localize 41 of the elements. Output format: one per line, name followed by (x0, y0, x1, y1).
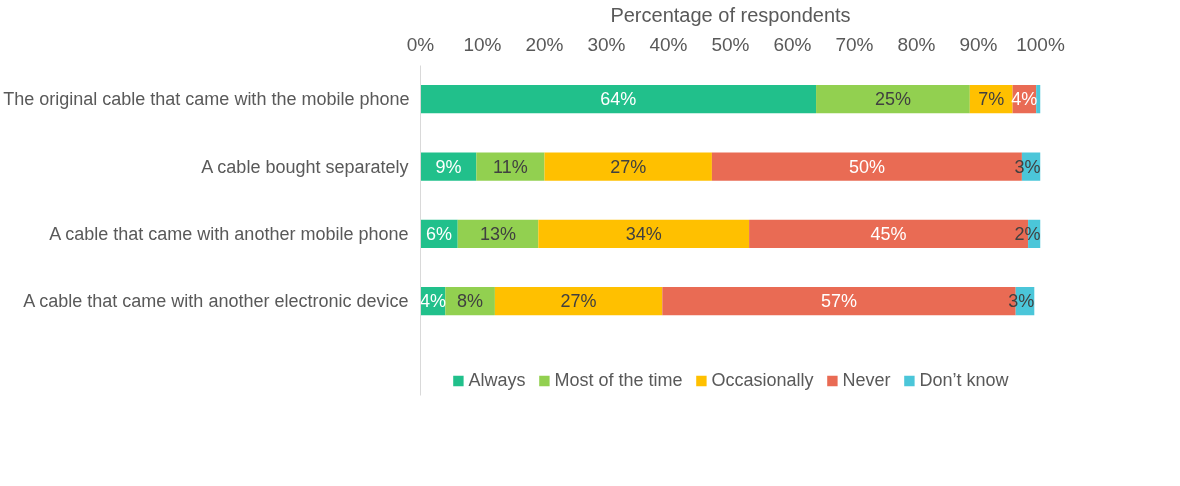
y-tick-label: A cable that came with another mobile phone (49, 223, 409, 244)
x-tick-label: 80% (897, 33, 936, 55)
data-label: 64% (600, 89, 637, 110)
bar (538, 219, 750, 249)
data-label: 50% (848, 156, 885, 177)
x-tick-label: 10% (463, 33, 502, 55)
data-label: 7% (978, 89, 1005, 110)
x-tick-label: 70% (835, 33, 874, 55)
data-label: 34% (625, 223, 662, 244)
y-tick-label: A cable bought separately (201, 156, 409, 177)
data-label: 57% (820, 291, 858, 312)
bar (544, 152, 712, 181)
x-tick-label: 90% (959, 33, 998, 55)
legend-label: Always (468, 370, 526, 391)
bar (494, 287, 663, 316)
legend-label: Don’t know (919, 370, 1009, 391)
x-tick-label: 60% (773, 33, 812, 55)
bar (476, 152, 545, 181)
x-tick-label: 40% (649, 33, 688, 55)
legend-label: Occasionally (711, 370, 814, 391)
y-tick-label: The original cable that came with the mobile phone (3, 89, 410, 110)
data-label: 27% (610, 156, 647, 177)
legend-label: Most of the time (554, 370, 683, 391)
bar (816, 85, 970, 114)
data-label: 11% (493, 156, 528, 177)
legend-label: Never (842, 370, 891, 391)
x-tick-label: 30% (587, 33, 626, 55)
x-tick-label: 100% (1016, 33, 1065, 55)
data-label: 25% (874, 89, 911, 110)
data-label: 6% (426, 223, 453, 244)
data-label: 8% (457, 291, 484, 312)
y-tick-label: A cable that came with another electronic device (23, 291, 409, 312)
x-tick-label: 50% (711, 33, 750, 55)
data-label: 13% (479, 223, 517, 244)
x-tick-label: 20% (525, 33, 564, 55)
x-axis-title: Percentage of respondents (610, 3, 851, 26)
x-tick-label: 0% (406, 33, 435, 55)
data-label: 45% (870, 223, 907, 244)
data-label: 27% (560, 291, 597, 312)
bar (420, 85, 817, 114)
data-label: 9% (435, 156, 462, 177)
